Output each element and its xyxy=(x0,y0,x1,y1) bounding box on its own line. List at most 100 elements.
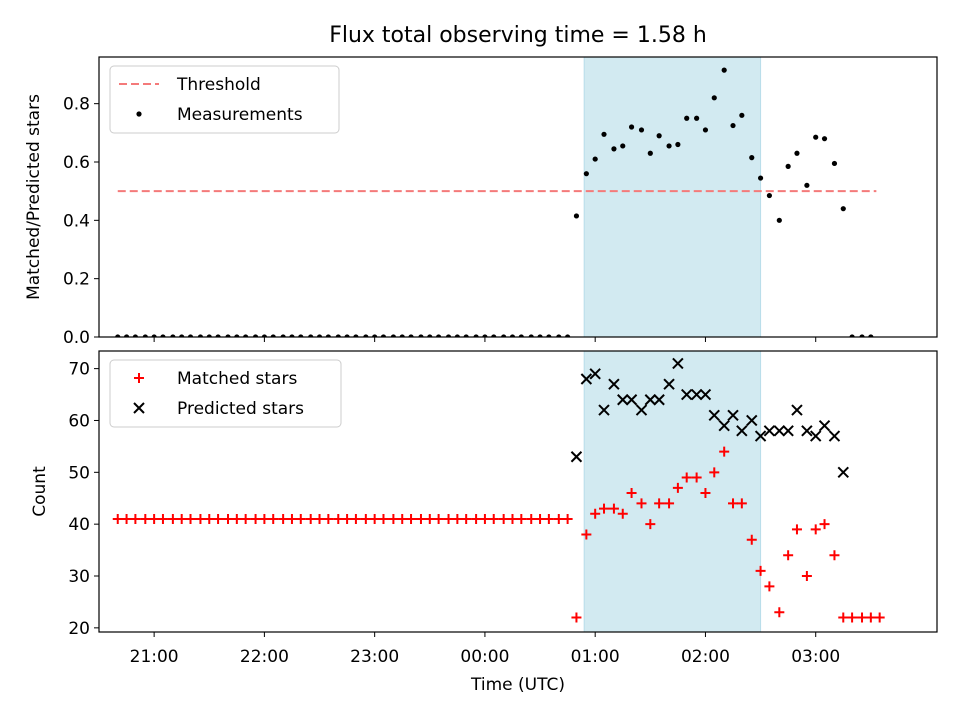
x-tick-label: 02:00 xyxy=(681,647,730,667)
point-predicted-stars xyxy=(580,373,593,385)
point-matched-stars xyxy=(397,513,408,524)
point-measurements xyxy=(445,334,452,337)
point-matched-stars xyxy=(479,513,490,524)
point-measurements xyxy=(454,334,460,337)
bottom-y-tick-label: 50 xyxy=(68,463,90,483)
point-measurements xyxy=(794,150,800,156)
point-predicted-stars xyxy=(644,394,657,406)
point-measurements xyxy=(261,334,267,337)
point-measurements xyxy=(289,334,295,337)
point-measurements xyxy=(252,334,259,337)
point-matched-stars xyxy=(709,467,720,478)
point-matched-stars xyxy=(700,488,711,499)
point-matched-stars xyxy=(121,513,132,524)
point-measurements xyxy=(427,334,433,337)
point-matched-stars xyxy=(608,503,619,514)
point-matched-stars xyxy=(204,513,215,524)
point-measurements xyxy=(491,334,497,337)
x-axis-label: Time (UTC) xyxy=(470,675,565,695)
point-measurements xyxy=(592,156,598,162)
point-matched-stars xyxy=(728,498,739,509)
point-measurements xyxy=(170,334,176,337)
point-matched-stars xyxy=(774,607,785,618)
top-legend-box xyxy=(109,65,340,134)
point-predicted-stars xyxy=(828,430,841,442)
point-measurements xyxy=(766,192,773,199)
point-matched-stars xyxy=(636,498,647,509)
point-measurements xyxy=(298,334,304,337)
point-matched-stars xyxy=(223,513,234,524)
point-measurements xyxy=(840,206,846,212)
point-matched-stars xyxy=(553,513,564,524)
point-matched-stars xyxy=(342,513,353,524)
legend-swatch-predicted-stars xyxy=(133,402,145,414)
point-measurements xyxy=(509,334,516,337)
bottom-observing-window xyxy=(583,350,762,633)
point-measurements xyxy=(179,334,185,337)
x-tick-label: 21:00 xyxy=(130,647,179,667)
point-measurements xyxy=(197,334,204,337)
x-tick-label: 03:00 xyxy=(791,647,840,667)
point-measurements xyxy=(482,334,488,337)
point-matched-stars xyxy=(654,498,665,509)
point-matched-stars xyxy=(755,565,766,576)
point-matched-stars xyxy=(691,472,702,483)
point-predicted-stars xyxy=(617,394,629,406)
point-measurements xyxy=(142,334,148,337)
point-measurements xyxy=(776,217,782,223)
point-matched-stars xyxy=(471,513,482,524)
point-measurements xyxy=(739,112,745,118)
point-matched-stars xyxy=(672,482,683,493)
x-tick-label: 01:00 xyxy=(571,647,620,667)
point-measurements xyxy=(601,131,607,137)
point-matched-stars xyxy=(130,513,141,524)
point-matched-stars xyxy=(350,513,361,524)
point-measurements xyxy=(711,95,717,101)
point-measurements xyxy=(372,334,378,337)
point-measurements xyxy=(638,127,645,133)
point-measurements xyxy=(363,334,369,337)
point-matched-stars xyxy=(645,519,656,530)
point-measurements xyxy=(518,334,524,337)
point-predicted-stars xyxy=(763,425,776,437)
point-matched-stars xyxy=(250,513,261,524)
series-matched-stars xyxy=(112,446,885,623)
point-measurements xyxy=(206,334,212,337)
point-matched-stars xyxy=(791,524,802,535)
point-measurements xyxy=(757,175,764,181)
point-measurements xyxy=(234,334,240,337)
point-matched-stars xyxy=(516,513,527,524)
point-matched-stars xyxy=(268,513,279,524)
point-matched-stars xyxy=(240,513,251,524)
top-axes-frame xyxy=(98,56,938,338)
point-matched-stars xyxy=(562,513,573,524)
point-matched-stars xyxy=(857,612,868,623)
point-measurements xyxy=(785,163,791,169)
point-measurements xyxy=(123,334,130,337)
point-matched-stars xyxy=(571,612,582,623)
point-matched-stars xyxy=(433,513,444,524)
point-matched-stars xyxy=(167,513,178,524)
legend-label-matched-stars: Matched stars xyxy=(177,369,297,389)
point-matched-stars xyxy=(719,446,730,457)
point-predicted-stars xyxy=(754,430,767,442)
point-predicted-stars xyxy=(818,419,831,432)
legend-swatch-measurements xyxy=(136,111,142,117)
point-measurements xyxy=(463,334,469,337)
point-predicted-stars xyxy=(635,404,648,416)
bottom-panel-star-counts: 20 30 40 50 60 70 21:00 22:00 23:00 00:00 01:00 02:… xyxy=(30,350,938,667)
point-measurements xyxy=(675,141,681,148)
top-y-tick-label: 0.0 xyxy=(63,328,90,348)
point-matched-stars xyxy=(819,519,830,530)
point-measurements xyxy=(353,334,359,337)
point-matched-stars xyxy=(507,513,518,524)
point-measurements xyxy=(187,334,194,337)
point-measurements xyxy=(702,127,709,133)
point-measurements xyxy=(270,334,276,337)
point-measurements xyxy=(859,334,865,337)
point-measurements xyxy=(537,334,543,337)
point-predicted-stars xyxy=(708,409,720,421)
point-predicted-stars xyxy=(699,388,712,401)
point-predicted-stars xyxy=(625,394,638,406)
point-measurements xyxy=(813,134,819,140)
